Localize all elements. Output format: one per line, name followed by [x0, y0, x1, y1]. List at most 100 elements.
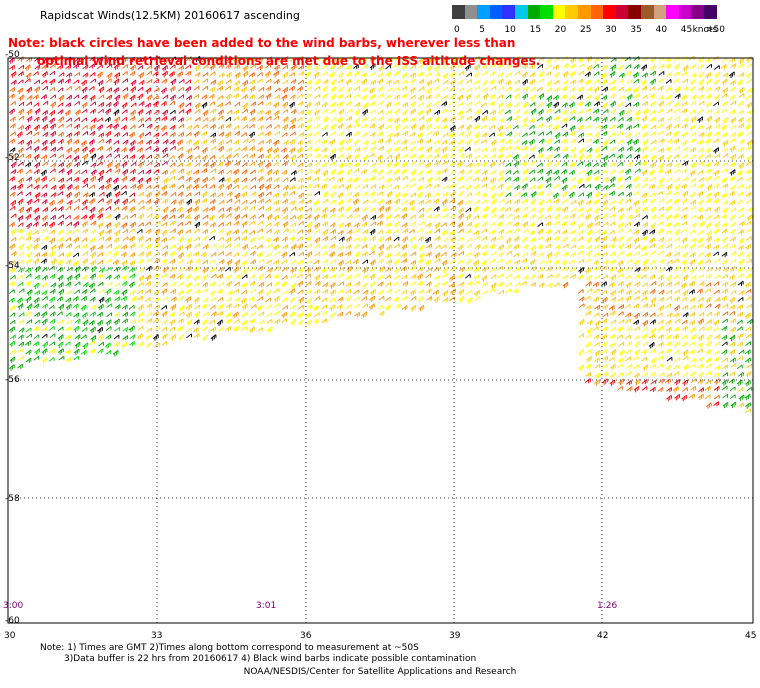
- wind-barb: [738, 402, 744, 408]
- wind-barb: [625, 87, 631, 93]
- wind-barb: [497, 153, 503, 159]
- wind-barb: [50, 258, 57, 265]
- wind-barb: [120, 251, 127, 257]
- wind-barb: [385, 244, 392, 251]
- wind-barb: [321, 154, 328, 159]
- wind-barb: [713, 372, 719, 378]
- wind-barb: [96, 71, 103, 78]
- wind-barb: [17, 215, 24, 222]
- wind-barb: [81, 102, 88, 109]
- wind-barb: [706, 235, 712, 243]
- wind-barb: [648, 169, 655, 176]
- wind-barb: [537, 108, 544, 116]
- wind-barb: [690, 357, 697, 363]
- wind-barb: [434, 228, 440, 234]
- wind-barb: [361, 296, 368, 301]
- wind-barb: [610, 319, 617, 325]
- wind-barb: [522, 153, 529, 159]
- wind-barb: [538, 131, 544, 137]
- wind-barb: [233, 184, 239, 190]
- wind-barb: [49, 63, 56, 69]
- wind-barb: [281, 251, 287, 258]
- wind-barb: [112, 123, 119, 130]
- wind-barb: [202, 273, 208, 281]
- wind-barb: [632, 86, 639, 94]
- wind-barb: [441, 168, 448, 174]
- wind-barb: [313, 266, 320, 272]
- wind-barb: [306, 162, 312, 168]
- wind-barb: [642, 108, 649, 115]
- wind-barb: [73, 348, 80, 356]
- wind-barb: [88, 192, 95, 198]
- wind-barb: [274, 87, 281, 93]
- wind-barb: [698, 71, 704, 79]
- wind-barb: [457, 207, 464, 214]
- wind-barb: [569, 109, 576, 116]
- wind-barb: [353, 139, 360, 146]
- wind-barb: [57, 229, 64, 236]
- wind-barb: [162, 198, 168, 204]
- wind-barb: [120, 185, 127, 190]
- wind-barb: [474, 85, 480, 91]
- wind-barb: [704, 162, 711, 168]
- wind-barb: [705, 402, 712, 409]
- wind-barb: [689, 86, 696, 93]
- wind-barb: [258, 94, 264, 100]
- wind-barb: [513, 63, 519, 69]
- wind-barb: [473, 274, 480, 281]
- wind-barb: [490, 282, 497, 290]
- wind-barb: [114, 304, 121, 310]
- wind-barb: [57, 87, 64, 93]
- wind-barb: [112, 100, 119, 108]
- wind-barb: [64, 341, 71, 347]
- wind-barb: [138, 251, 145, 257]
- wind-barb: [744, 123, 751, 131]
- wind-barb: [346, 265, 353, 273]
- wind-barb: [593, 342, 600, 347]
- wind-barb: [722, 266, 729, 272]
- wind-barb: [706, 319, 712, 325]
- wind-barb: [194, 102, 201, 109]
- wind-barb: [450, 236, 456, 243]
- wind-barb: [185, 266, 192, 272]
- wind-barb: [714, 153, 720, 159]
- wind-barb: [682, 312, 689, 318]
- wind-barb: [297, 243, 303, 250]
- wind-barb: [665, 222, 671, 228]
- wind-barb: [401, 146, 408, 152]
- wind-barb: [641, 296, 648, 302]
- wind-barb: [746, 63, 752, 69]
- wind-barb: [737, 154, 744, 160]
- wind-barb: [202, 297, 209, 303]
- wind-barb: [64, 349, 71, 355]
- wind-barb: [658, 162, 665, 169]
- wind-barb: [145, 184, 152, 190]
- wind-barb: [282, 139, 289, 146]
- wind-barb: [482, 93, 489, 100]
- wind-barb: [521, 140, 528, 146]
- wind-barb: [202, 64, 209, 69]
- wind-barb: [626, 191, 632, 198]
- wind-barb: [650, 70, 656, 76]
- wind-barb: [225, 230, 232, 237]
- wind-barb: [521, 213, 528, 219]
- wind-barb: [608, 229, 615, 235]
- wind-barb: [378, 266, 385, 273]
- wind-barb: [178, 213, 184, 219]
- wind-barb: [162, 296, 169, 302]
- wind-barb: [369, 131, 376, 138]
- wind-barb: [466, 237, 473, 243]
- wind-barb: [496, 131, 503, 137]
- wind-barb: [185, 64, 191, 70]
- wind-barb: [217, 115, 224, 121]
- wind-barb: [498, 206, 505, 212]
- wind-barb: [209, 124, 216, 130]
- wind-barb: [97, 303, 104, 311]
- wind-barb: [170, 288, 176, 294]
- wind-barb: [305, 199, 312, 205]
- scale-swatch: [641, 5, 655, 19]
- wind-barb: [553, 153, 560, 159]
- wind-barb: [234, 236, 240, 242]
- wind-barb: [50, 146, 57, 152]
- wind-barb: [401, 305, 408, 311]
